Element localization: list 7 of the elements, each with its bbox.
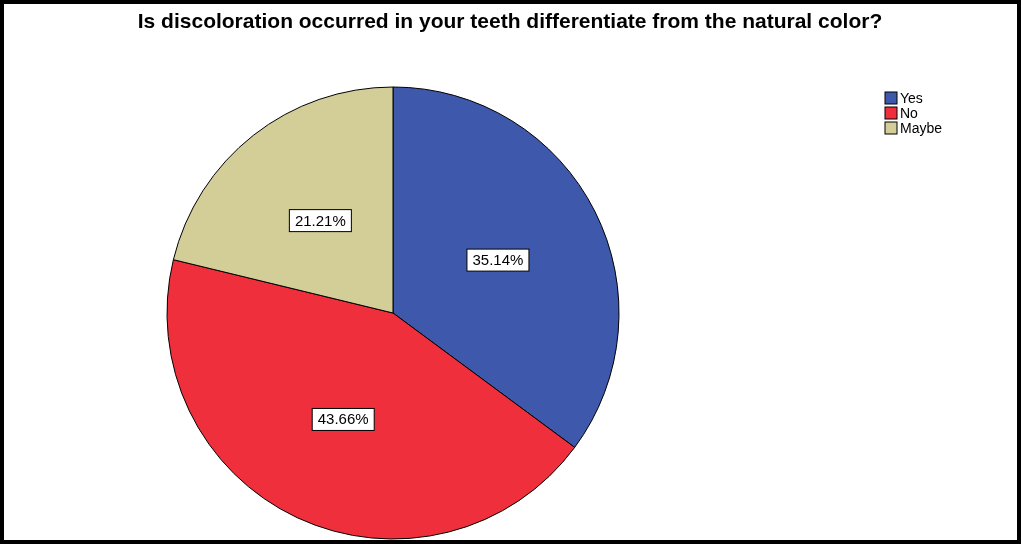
data-label: 21.21% [294,211,346,229]
data-label: 43.66% [317,410,369,428]
data-label: 35.14% [472,251,524,269]
legend-label: Maybe [900,120,943,136]
chart-title: Is discoloration occurred in your teeth differentiate from the natural color? [137,9,883,32]
legend-label: Yes [900,90,923,106]
legend-label: No [900,105,919,121]
